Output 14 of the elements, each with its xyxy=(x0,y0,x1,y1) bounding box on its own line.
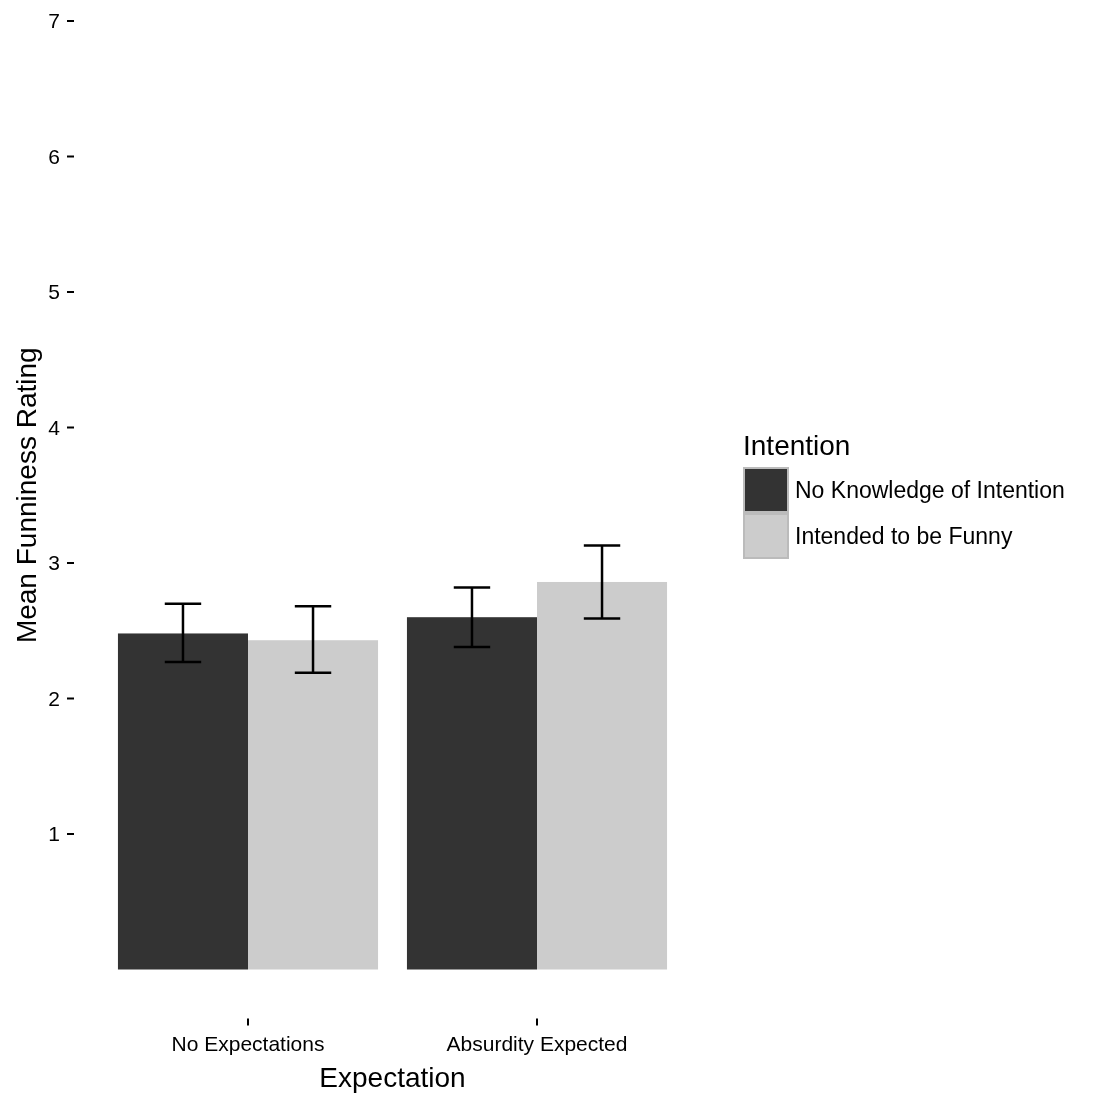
x-tick-label: Absurdity Expected xyxy=(446,1032,628,1055)
x-tick-label: No Expectations xyxy=(171,1032,325,1055)
y-tick-label: 5 xyxy=(48,280,60,304)
y-axis-title: Mean Funniness Rating xyxy=(11,347,42,644)
y-tick-label: 2 xyxy=(48,686,60,710)
y-tick-label: 4 xyxy=(48,415,61,439)
y-tick-label: 6 xyxy=(48,144,60,168)
y-tick-label: 1 xyxy=(48,822,60,846)
y-tick-label: 7 xyxy=(48,9,60,33)
y-tick-label: 3 xyxy=(48,551,60,575)
legend-label: No Knowledge of Intention xyxy=(795,477,1065,504)
legend-label: Intended to be Funny xyxy=(795,523,1013,550)
legend-title: Intention xyxy=(743,430,851,461)
x-axis-title: Expectation xyxy=(319,1062,466,1093)
